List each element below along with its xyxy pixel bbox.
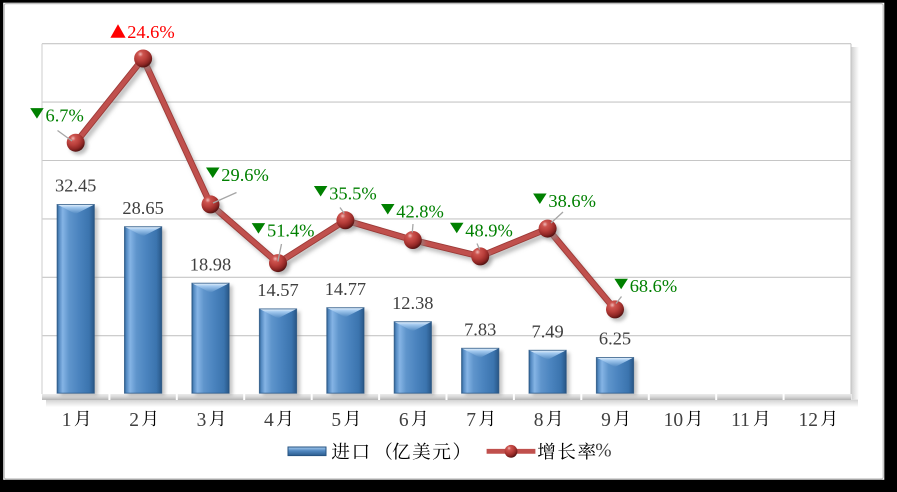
svg-text:%: % — [595, 440, 611, 461]
svg-text:9: 9 — [601, 410, 611, 431]
svg-text:68.6%: 68.6% — [630, 276, 678, 296]
svg-text:42.8%: 42.8% — [396, 202, 444, 222]
svg-text:6.25: 6.25 — [599, 329, 631, 349]
svg-text:28.65: 28.65 — [122, 198, 163, 218]
svg-text:29.6%: 29.6% — [221, 165, 269, 185]
svg-text:2: 2 — [129, 410, 139, 431]
svg-text:48.9%: 48.9% — [465, 220, 513, 240]
svg-text:10: 10 — [664, 410, 684, 431]
svg-text:51.4%: 51.4% — [267, 221, 315, 241]
svg-text:24.6%: 24.6% — [127, 22, 175, 42]
svg-text:12: 12 — [799, 410, 819, 431]
svg-text:7.83: 7.83 — [464, 320, 496, 340]
svg-text:12.38: 12.38 — [392, 293, 433, 313]
svg-text:7: 7 — [466, 410, 476, 431]
svg-text:6.7%: 6.7% — [46, 106, 84, 126]
svg-text:11: 11 — [731, 410, 750, 431]
svg-text:35.5%: 35.5% — [329, 184, 377, 204]
svg-text:7.49: 7.49 — [532, 322, 564, 342]
svg-text:3: 3 — [197, 410, 207, 431]
svg-text:18.98: 18.98 — [190, 254, 231, 274]
svg-text:4: 4 — [264, 410, 274, 431]
svg-text:14.57: 14.57 — [257, 280, 298, 300]
svg-text:1: 1 — [62, 410, 72, 431]
svg-text:8: 8 — [534, 410, 544, 431]
svg-text:32.45: 32.45 — [55, 176, 96, 196]
svg-text:14.77: 14.77 — [325, 279, 366, 299]
svg-text:6: 6 — [399, 410, 409, 431]
svg-text:38.6%: 38.6% — [548, 191, 596, 211]
svg-text:5: 5 — [331, 410, 341, 431]
